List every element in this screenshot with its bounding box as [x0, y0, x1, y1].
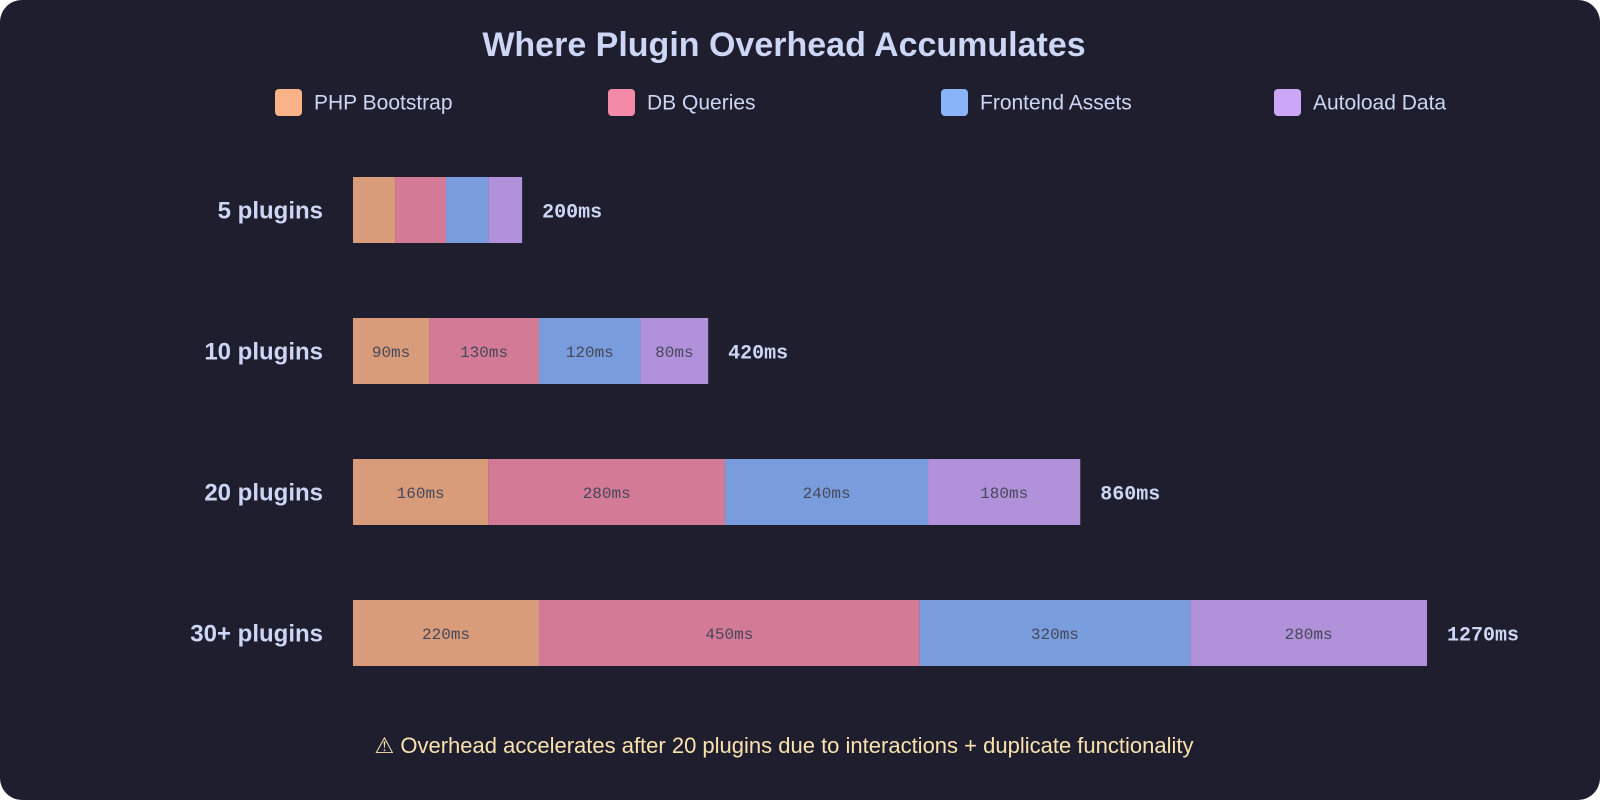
total-label: 1270ms — [1447, 624, 1519, 647]
bar-segment — [395, 177, 447, 243]
chart-title: Where Plugin Overhead Accumulates — [482, 26, 1085, 64]
bar-segment — [353, 318, 430, 384]
bar-segment — [725, 459, 929, 525]
legend-label: Autoload Data — [1313, 92, 1446, 115]
legend-label: DB Queries — [647, 92, 756, 115]
category-label: 30+ plugins — [190, 620, 323, 647]
segment-label: 120ms — [566, 344, 614, 362]
category-label: 5 plugins — [218, 197, 323, 224]
segment-label: 90ms — [372, 344, 410, 362]
legend-swatch — [941, 89, 968, 116]
bar-segment — [353, 177, 396, 243]
segment-label: 160ms — [397, 485, 445, 503]
segment-label: 320ms — [1031, 626, 1079, 644]
footnote: ⚠ Overhead accelerates after 20 plugins … — [375, 733, 1194, 758]
bar-segment — [488, 459, 726, 525]
segment-label: 180ms — [980, 485, 1028, 503]
legend-label: PHP Bootstrap — [314, 92, 453, 115]
bar-segment — [1190, 600, 1427, 666]
segment-label: 280ms — [1285, 626, 1333, 644]
segment-label: 220ms — [422, 626, 470, 644]
segment-label: 80ms — [655, 344, 693, 362]
total-label: 860ms — [1100, 483, 1160, 506]
bar-segment — [919, 600, 1191, 666]
total-label: 420ms — [728, 342, 788, 365]
legend-swatch — [608, 89, 635, 116]
segment-label: 280ms — [583, 485, 631, 503]
segment-label: 240ms — [803, 485, 851, 503]
category-label: 20 plugins — [204, 479, 323, 506]
bar-segment — [488, 177, 523, 243]
bar-segment — [353, 459, 489, 525]
bar-segment — [539, 318, 641, 384]
segment-label: 450ms — [705, 626, 753, 644]
bar-segment — [353, 600, 540, 666]
category-label: 10 plugins — [204, 338, 323, 365]
bar-segment — [928, 459, 1081, 525]
segment-label: 130ms — [460, 344, 508, 362]
total-label: 200ms — [542, 201, 602, 224]
legend-swatch — [275, 89, 302, 116]
bar-segment — [429, 318, 540, 384]
legend-label: Frontend Assets — [980, 92, 1132, 115]
bar-segment — [539, 600, 920, 666]
legend-swatch — [1274, 89, 1301, 116]
bar-segment — [446, 177, 489, 243]
bar-segment — [640, 318, 709, 384]
